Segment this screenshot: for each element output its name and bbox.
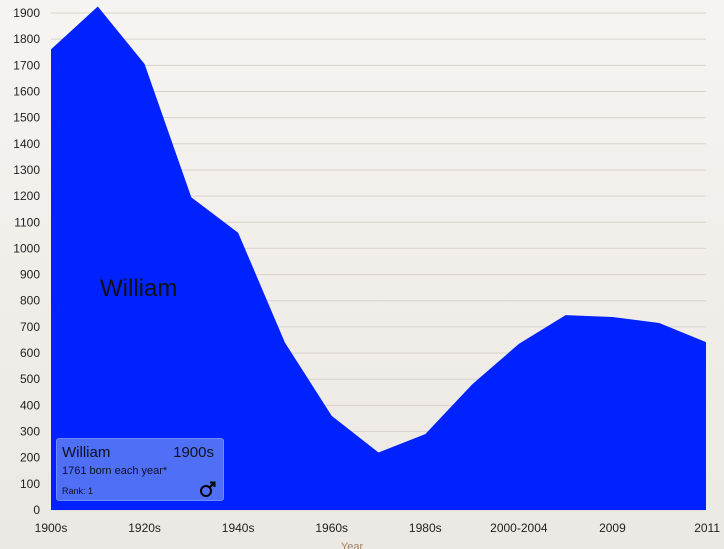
y-tick-label: 1500 — [13, 111, 40, 125]
y-tick-label: 1400 — [13, 137, 40, 151]
y-tick-label: 0 — [33, 503, 40, 517]
y-tick-label: 400 — [20, 398, 40, 412]
x-tick-label: 2000-2004 — [490, 521, 548, 535]
x-tick-label: 1940s — [222, 521, 255, 535]
tooltip-name: William — [62, 444, 111, 461]
x-tick-label: 1900s — [35, 521, 68, 535]
y-tick-label: 1100 — [14, 215, 40, 229]
y-tick-label: 1200 — [13, 189, 40, 203]
male-symbol-icon — [200, 481, 216, 497]
y-tick-label: 500 — [20, 372, 40, 386]
x-tick-label: 2011 — [694, 521, 720, 535]
y-tick-label: 800 — [20, 294, 40, 308]
y-tick-label: 1700 — [13, 58, 40, 72]
x-tick-label: 1960s — [315, 521, 348, 535]
series-area — [51, 6, 706, 510]
y-tick-label: 100 — [20, 477, 40, 491]
y-tick-label: 600 — [20, 346, 40, 360]
y-tick-label: 1300 — [13, 163, 40, 177]
x-axis-ticks: 1900s 1920s 1940s 1960s 1980s 2000-2004 2009 20… — [35, 521, 721, 535]
y-tick-label: 200 — [20, 451, 40, 465]
y-tick-label: 1900 — [13, 6, 40, 20]
y-tick-label: 900 — [20, 268, 40, 282]
tooltip-count: 1761 born each year* — [62, 465, 168, 477]
data-tooltip: William 1900s 1761 born each year* Rank:… — [56, 438, 224, 501]
y-tick-label: 300 — [20, 425, 40, 439]
x-tick-label: 2009 — [599, 521, 626, 535]
y-tick-label: 1000 — [13, 241, 40, 255]
x-tick-label: 1980s — [409, 521, 442, 535]
x-axis-title: Year — [341, 541, 364, 549]
tooltip-decade: 1900s — [173, 444, 214, 461]
y-tick-label: 1600 — [13, 84, 40, 98]
y-tick-label: 700 — [20, 320, 40, 334]
x-tick-label: 1920s — [128, 521, 161, 535]
y-tick-label: 1800 — [13, 32, 40, 46]
area-series-layer — [51, 6, 706, 510]
y-axis-ticks: 0 100 200 300 400 500 600 700 800 900 1000 1100 1200… — [13, 6, 40, 517]
tooltip-rank: Rank: 1 — [62, 486, 94, 496]
series-label: William — [100, 275, 177, 302]
